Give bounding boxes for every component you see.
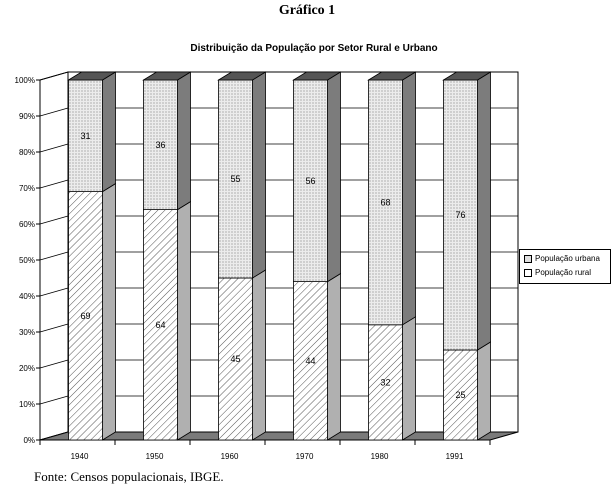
y-tick-label: 10% — [19, 400, 35, 409]
chart-title: Distribuição da População por Setor Rura… — [190, 43, 437, 54]
x-tick-label: 1970 — [296, 452, 314, 461]
legend-swatch-rural — [524, 268, 532, 277]
data-label: 64 — [155, 320, 165, 330]
y-tick-label: 0% — [23, 436, 35, 445]
data-label: 31 — [80, 131, 90, 141]
bar-top — [67, 71, 117, 81]
y-tick-label: 30% — [19, 328, 35, 337]
bar-rural-side — [102, 182, 116, 441]
gridline-side — [39, 251, 69, 261]
y-tick-label: 50% — [19, 256, 35, 265]
figure-heading: Gráfico 1 — [278, 3, 336, 18]
y-tick-label: 70% — [19, 184, 35, 193]
bar-urban — [443, 79, 478, 351]
bar-top — [442, 71, 492, 81]
x-tick-label: 1940 — [71, 452, 89, 461]
data-label: 56 — [305, 176, 315, 186]
legend-label-urban: População urbana — [535, 254, 600, 263]
gridline-side — [39, 323, 69, 333]
bar-rural — [143, 209, 178, 441]
legend-item-rural: População rural — [524, 267, 591, 279]
data-label: 55 — [230, 174, 240, 184]
gridline-side — [39, 359, 69, 369]
bar-urban-side — [402, 71, 416, 326]
x-tick-label: 1960 — [221, 452, 239, 461]
bar-urban — [368, 79, 403, 326]
bar-rural-side — [327, 272, 341, 441]
x-tick-label: 1980 — [371, 452, 389, 461]
gridline-side — [39, 215, 69, 225]
bar-top — [217, 71, 267, 81]
bar-top — [292, 71, 342, 81]
legend: População urbana População rural — [519, 249, 611, 284]
bar-rural — [293, 281, 328, 441]
data-label: 68 — [380, 197, 390, 207]
bar-rural-side — [402, 316, 416, 441]
data-label: 69 — [80, 311, 90, 321]
source-note: Fonte: Censos populacionais, IBGE. — [34, 469, 224, 484]
y-tick-label: 20% — [19, 364, 35, 373]
y-tick-label: 40% — [19, 292, 35, 301]
bar-urban — [68, 79, 103, 192]
gridline-side — [39, 143, 69, 153]
bar-urban-side — [252, 71, 266, 279]
gridline-side — [39, 71, 69, 81]
gridline-side — [39, 395, 69, 405]
legend-item-urban: População urbana — [524, 253, 600, 265]
bar-rural-side — [252, 269, 266, 441]
bar-urban-side — [327, 71, 341, 283]
bar-rural-side — [177, 200, 191, 441]
bar-rural-side — [477, 341, 491, 441]
data-label: 76 — [455, 210, 465, 220]
y-tick-label: 80% — [19, 148, 35, 157]
gridline-side — [39, 107, 69, 117]
bar-urban — [293, 79, 328, 283]
y-tick-label: 100% — [15, 76, 35, 85]
bar-rural — [368, 324, 403, 441]
bar-urban — [143, 79, 178, 211]
legend-swatch-urban — [524, 254, 532, 263]
bar-rural — [68, 191, 103, 441]
x-tick-label: 1950 — [146, 452, 164, 461]
data-label: 32 — [380, 377, 390, 387]
y-tick-label: 90% — [19, 112, 35, 121]
bar-urban-side — [102, 71, 116, 193]
data-label: 36 — [155, 140, 165, 150]
data-label: 44 — [305, 356, 315, 366]
y-tick-label: 60% — [19, 220, 35, 229]
bar-top — [142, 71, 192, 81]
gridline-side — [39, 179, 69, 189]
gridline-side — [39, 287, 69, 297]
legend-label-rural: População rural — [535, 268, 592, 277]
bar-urban-side — [477, 71, 491, 351]
data-label: 25 — [455, 390, 465, 400]
bar-top — [367, 71, 417, 81]
data-label: 45 — [230, 354, 240, 364]
bar-urban-side — [177, 71, 191, 211]
x-tick-label: 1991 — [446, 452, 464, 461]
